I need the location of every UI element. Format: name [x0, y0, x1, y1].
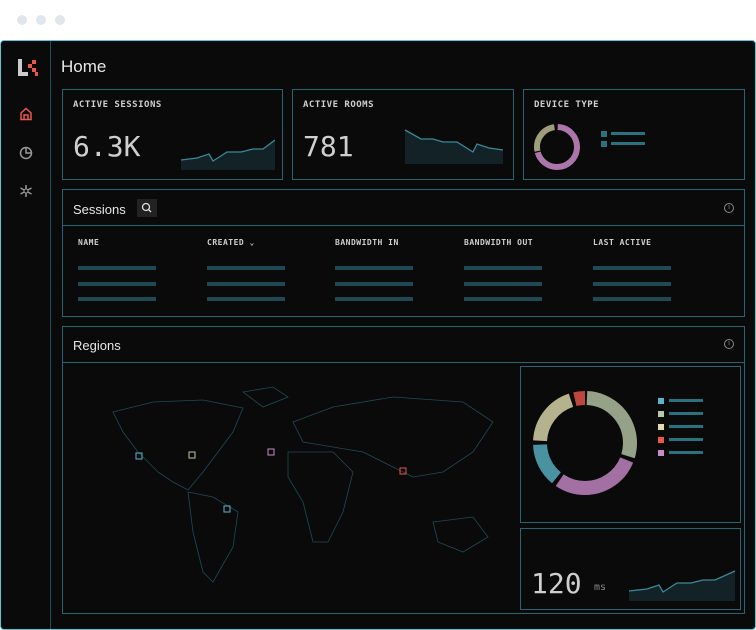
map-marker — [223, 505, 231, 513]
legend-text-placeholder — [611, 132, 645, 135]
device-donut-chart — [534, 124, 580, 170]
info-icon[interactable]: i — [724, 339, 734, 349]
table-cell-placeholder — [464, 282, 542, 286]
map-markers — [135, 448, 407, 513]
donut-slice-red — [533, 391, 637, 495]
donut-slice-pink — [534, 124, 580, 170]
latency-card: 120 ms — [520, 528, 741, 610]
donut-slice-pink — [533, 391, 637, 495]
card-label: ACTIVE SESSIONS — [73, 100, 162, 110]
map-marker — [188, 451, 196, 459]
legend-text-placeholder — [669, 412, 703, 415]
sessions-header — [63, 190, 744, 226]
column-header-bandwidth-in[interactable]: BANDWIDTH IN — [335, 238, 399, 247]
table-cell-placeholder — [464, 266, 542, 270]
legend-swatch — [601, 131, 607, 137]
info-icon[interactable]: i — [724, 203, 734, 213]
home-icon[interactable] — [19, 107, 33, 121]
regions-header — [63, 327, 744, 363]
card-label: DEVICE TYPE — [534, 100, 600, 110]
logo-icon — [18, 59, 38, 76]
sessions-panel: Sessions i NAME CREATED ⌄ BANDWIDTH IN B… — [62, 189, 745, 317]
sessions-sparkline — [180, 139, 275, 170]
table-cell-placeholder — [593, 282, 671, 286]
regions-title: Regions — [73, 338, 121, 353]
window-dot[interactable] — [55, 15, 65, 25]
table-cell-placeholder — [78, 282, 156, 286]
table-cell-placeholder — [78, 297, 156, 301]
column-header-last-active[interactable]: LAST ACTIVE — [593, 238, 652, 247]
chevron-down-icon: ⌄ — [249, 238, 255, 247]
legend-text-placeholder — [669, 425, 703, 428]
table-cell-placeholder — [207, 297, 285, 301]
legend-text-placeholder — [611, 142, 645, 145]
search-button[interactable] — [137, 199, 157, 217]
legend-swatch — [601, 141, 607, 147]
legend-swatch — [658, 450, 664, 456]
legend-swatch — [658, 424, 664, 430]
map-marker — [135, 452, 143, 460]
table-cell-placeholder — [78, 266, 156, 270]
card-value: 6.3K — [73, 130, 141, 163]
legend-text-placeholder — [669, 451, 703, 454]
device-type-card: DEVICE TYPE — [523, 89, 745, 180]
table-cell-placeholder — [335, 266, 413, 270]
table-cell-placeholder — [464, 297, 542, 301]
donut-slice-cream — [534, 124, 580, 170]
latency-value: 120 — [531, 567, 582, 600]
page-title: Home — [61, 57, 107, 76]
table-cell-placeholder — [335, 297, 413, 301]
latency-sparkline — [628, 570, 736, 601]
column-header-created[interactable]: CREATED ⌄ — [207, 238, 255, 247]
column-header-name[interactable]: NAME — [78, 238, 100, 247]
map-marker — [267, 448, 275, 456]
table-cell-placeholder — [593, 297, 671, 301]
donut-slice-sage — [533, 391, 637, 495]
card-label: ACTIVE ROOMS — [303, 100, 375, 110]
legend-swatch — [658, 437, 664, 443]
active-sessions-card: ACTIVE SESSIONS 6.3K — [62, 89, 283, 180]
table-cell-placeholder — [593, 266, 671, 270]
regions-donut-chart — [533, 391, 637, 495]
table-cell-placeholder — [207, 266, 285, 270]
legend-text-placeholder — [669, 438, 703, 441]
rooms-sparkline — [404, 129, 504, 164]
card-value: 781 — [303, 130, 354, 163]
column-header-bandwidth-out[interactable]: BANDWIDTH OUT — [464, 238, 534, 247]
legend-swatch — [658, 398, 664, 404]
app-window: Home ACTIVE SESSIONS 6.3K ACTIVE ROOMS 7… — [0, 40, 756, 630]
window-titlebar — [0, 0, 756, 40]
window-dot[interactable] — [36, 15, 46, 25]
table-cell-placeholder — [207, 282, 285, 286]
map-marker — [399, 467, 407, 475]
regions-panel: Regions i 120 ms — [62, 326, 745, 614]
latency-unit: ms — [594, 582, 607, 593]
window-dot[interactable] — [17, 15, 27, 25]
legend-swatch — [658, 411, 664, 417]
legend-text-placeholder — [669, 399, 703, 402]
settings-icon[interactable] — [19, 184, 33, 198]
pie-chart-icon[interactable] — [19, 146, 33, 160]
sidebar — [1, 41, 51, 629]
active-rooms-card: ACTIVE ROOMS 781 — [292, 89, 514, 180]
world-map — [112, 386, 494, 583]
column-label: CREATED — [207, 238, 245, 247]
table-cell-placeholder — [335, 282, 413, 286]
sessions-title: Sessions — [73, 202, 126, 217]
regions-donut-card — [520, 366, 741, 523]
